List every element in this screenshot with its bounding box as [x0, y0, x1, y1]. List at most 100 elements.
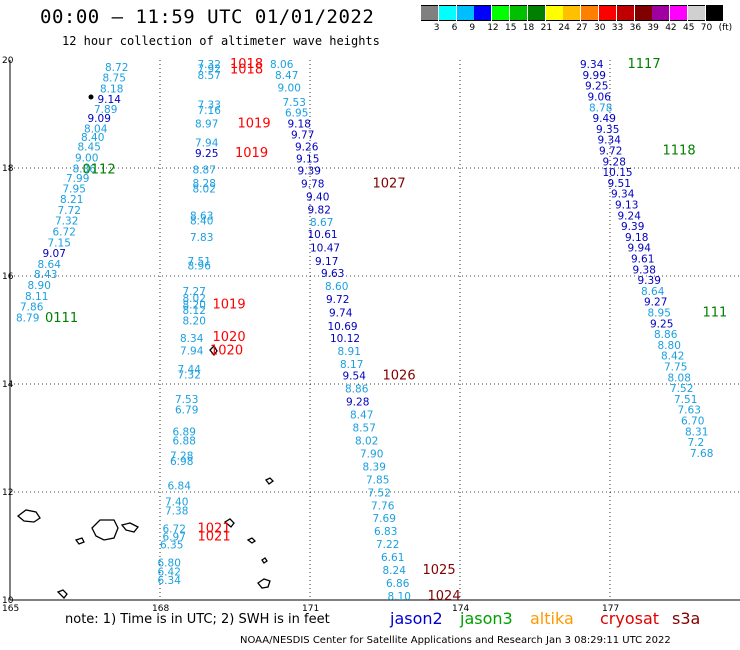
wave-height-label: 8.40	[81, 132, 104, 144]
wave-height-label: 8.57	[198, 70, 221, 82]
map-title: 00:00 – 11:59 UTC 01/01/2022	[40, 6, 375, 28]
island-coastline	[91, 519, 119, 541]
wave-height-label: 9.25	[195, 148, 218, 160]
wave-height-label: 8.06	[270, 59, 294, 71]
legend-label: 30	[594, 23, 606, 33]
island-coastline	[261, 557, 268, 564]
wave-height-label: 9.14	[98, 94, 122, 106]
wave-height-label: 6.34	[158, 575, 182, 587]
wave-height-label: 8.78	[589, 102, 612, 114]
legend-swatch	[670, 5, 688, 21]
wave-height-label: 9.27	[644, 297, 667, 309]
wave-height-label: 9.25	[650, 318, 673, 330]
wave-height-label: 7.86	[20, 302, 44, 314]
wave-height-label: 8.95	[648, 308, 671, 320]
wave-height-label: 8.80	[658, 340, 681, 352]
wave-height-label: 8.20	[183, 299, 206, 311]
footer-note: note: 1) Time is in UTC; 2) SWH is in fe…	[65, 612, 330, 627]
legend-swatch	[421, 5, 438, 21]
wave-height-label: 7.89	[94, 104, 117, 116]
legend-swatch	[599, 5, 616, 21]
wave-height-label: 9.54	[343, 371, 367, 383]
wave-height-label: 8.79	[16, 312, 39, 324]
wave-height-label: 8.20	[183, 316, 206, 328]
island-coastline	[74, 537, 85, 545]
wave-height-label: 7.85	[366, 474, 389, 486]
legend-label: 36	[629, 23, 642, 33]
wave-height-label: 7.68	[690, 448, 713, 460]
legend-swatch	[545, 5, 563, 21]
pass-id-label: 1024	[428, 589, 461, 604]
wave-height-label: 8.63	[190, 210, 213, 222]
wave-height-label: 8.18	[100, 83, 123, 95]
wave-height-label: 8.02	[193, 183, 216, 195]
wave-height-label: 7.83	[190, 232, 213, 244]
wave-height-label: 8.72	[105, 62, 128, 74]
wave-height-label: 7.76	[371, 500, 395, 512]
legend-label: 42	[665, 23, 677, 33]
map-subtitle: 12 hour collection of altimeter wave hei…	[62, 34, 380, 48]
legend-swatch	[616, 5, 634, 21]
wave-height-label: 6.95	[285, 108, 308, 120]
legend-label: 3	[433, 23, 440, 33]
legend-cryosat: cryosat	[600, 609, 660, 628]
wave-height-label: 10.47	[310, 243, 340, 255]
wave-height-label: 7.28	[170, 451, 193, 463]
wave-height-label: 9.72	[326, 294, 349, 306]
wave-height-label: 9.17	[315, 256, 338, 268]
legend-label: (ft)	[718, 23, 733, 33]
wave-height-label: 7.32	[198, 59, 221, 71]
wave-height-label: 9.00	[75, 153, 98, 165]
pass-id-label: 0112	[83, 162, 116, 177]
wave-height-label: 8.45	[78, 142, 101, 154]
pass-id-label: 1018	[230, 63, 263, 78]
legend-label: 15	[505, 23, 517, 33]
wave-height-label: 7.94	[180, 345, 204, 357]
wave-height-label: 9.28	[603, 156, 626, 168]
wave-height-label: 9.94	[628, 243, 652, 255]
wave-height-label: 6.83	[374, 526, 397, 538]
wave-height-label: 7.15	[48, 237, 71, 249]
wave-height-label: 9.38	[633, 264, 656, 276]
pass-id-label: 1020	[213, 330, 246, 345]
wave-height-label: 8.91	[338, 346, 361, 358]
wave-height-label: 8.43	[34, 269, 57, 281]
wave-height-label: 6.89	[173, 426, 196, 438]
wave-height-label: 9.18	[625, 232, 648, 244]
wave-height-label: 9.74	[329, 308, 353, 320]
wave-height-label: 7.90	[360, 448, 383, 460]
wave-height-label: 9.39	[298, 165, 321, 177]
pass-id-label: 1117	[628, 57, 661, 72]
wave-height-label: 8.42	[661, 351, 684, 363]
wave-height-label: 8.64	[641, 286, 665, 298]
wave-height-label: 9.07	[43, 248, 66, 260]
wave-height-label: 8.17	[340, 359, 363, 371]
pass-id-label: 1021	[198, 522, 231, 537]
wave-height-label: 7.52	[670, 383, 693, 395]
pass-id-label: 1020	[210, 343, 243, 358]
legend-jason3: jason3	[460, 609, 513, 628]
wave-height-label: 6.80	[158, 558, 181, 570]
wave-height-label: 9.39	[621, 221, 644, 233]
wave-height-label: 8.28	[193, 178, 216, 190]
wave-height-label: 8.87	[193, 164, 216, 176]
island-coastline	[265, 477, 274, 485]
wave-height-label: 8.40	[190, 216, 213, 228]
wave-height-label: 9.18	[288, 119, 311, 131]
legend-label: 12	[487, 23, 499, 33]
wave-height-label: 7.72	[58, 205, 81, 217]
island-coastline	[16, 509, 41, 523]
legend-label: 70	[700, 23, 713, 33]
wave-height-label: 10.15	[603, 167, 633, 179]
wave-height-label: 7.53	[175, 394, 198, 406]
wave-height-label: 7.38	[165, 506, 188, 518]
wave-height-label: 9.61	[631, 254, 654, 266]
wave-height-label: 9.15	[296, 154, 319, 166]
wave-height-label: 10.69	[328, 321, 358, 333]
wave-height-label: 7.22	[376, 539, 399, 551]
lon-tick-label: 168	[152, 604, 169, 614]
legend-altika: altika	[530, 609, 574, 628]
legend-swatch	[527, 5, 545, 21]
lon-tick-label: 174	[452, 604, 469, 614]
